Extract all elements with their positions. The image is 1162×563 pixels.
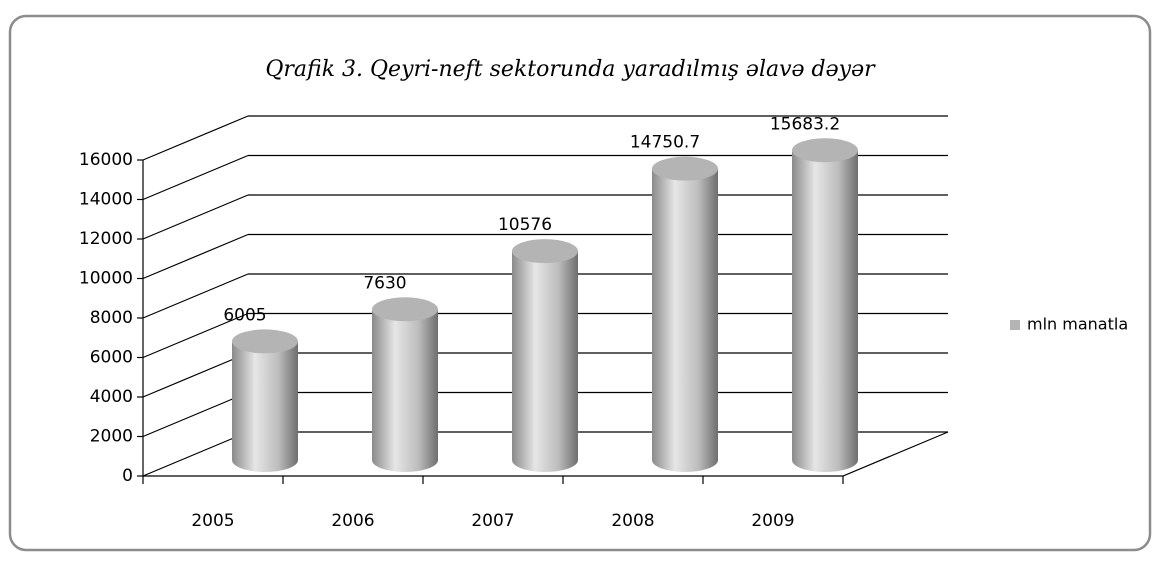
bar xyxy=(372,309,438,472)
x-tick-label: 2005 xyxy=(191,511,234,531)
y-tick-label: 12000 xyxy=(79,229,133,249)
bar xyxy=(792,150,858,472)
x-tick-label: 2006 xyxy=(331,511,374,531)
bar xyxy=(512,251,578,472)
y-tick-label: 0 xyxy=(122,466,133,486)
bar xyxy=(232,341,298,472)
bar-top xyxy=(372,297,438,322)
grid-line-side xyxy=(142,391,249,438)
legend-label: mln manatla xyxy=(1027,315,1128,334)
chart-title: Qrafik 3. Qeyri-neft sektorunda yaradılm… xyxy=(265,57,876,82)
bar-top xyxy=(232,329,298,354)
chart-frame xyxy=(8,14,1152,552)
data-label: 15683.2 xyxy=(770,114,840,134)
legend-swatch xyxy=(1010,320,1020,330)
bar-top xyxy=(792,138,858,163)
bar-top xyxy=(512,239,578,264)
grid-line-side xyxy=(142,273,249,319)
data-label: 7630 xyxy=(363,273,406,293)
grid-line-side xyxy=(142,233,249,280)
y-tick-label: 14000 xyxy=(79,190,133,210)
bar-top xyxy=(652,156,718,181)
y-tick-label: 4000 xyxy=(90,387,133,407)
grid-line-side xyxy=(142,352,249,398)
x-tick-label: 2008 xyxy=(611,511,654,531)
y-tick-label: 10000 xyxy=(79,269,133,289)
y-tick-label: 2000 xyxy=(90,427,133,447)
grid-line-side xyxy=(142,312,249,359)
y-tick-label: 8000 xyxy=(90,308,133,328)
y-tick-label: 6000 xyxy=(90,348,133,368)
grid-line-side xyxy=(142,431,249,477)
grid-line-side xyxy=(142,154,249,201)
data-label: 10576 xyxy=(498,215,552,235)
data-label: 14750.7 xyxy=(630,133,700,153)
bar xyxy=(652,168,718,472)
x-tick-label: 2009 xyxy=(751,511,794,531)
grid-line-side xyxy=(142,194,249,240)
data-label: 6005 xyxy=(223,305,266,325)
y-tick-label: 16000 xyxy=(79,150,133,170)
x-tick-label: 2007 xyxy=(471,511,514,531)
grid-line-side xyxy=(142,115,249,161)
